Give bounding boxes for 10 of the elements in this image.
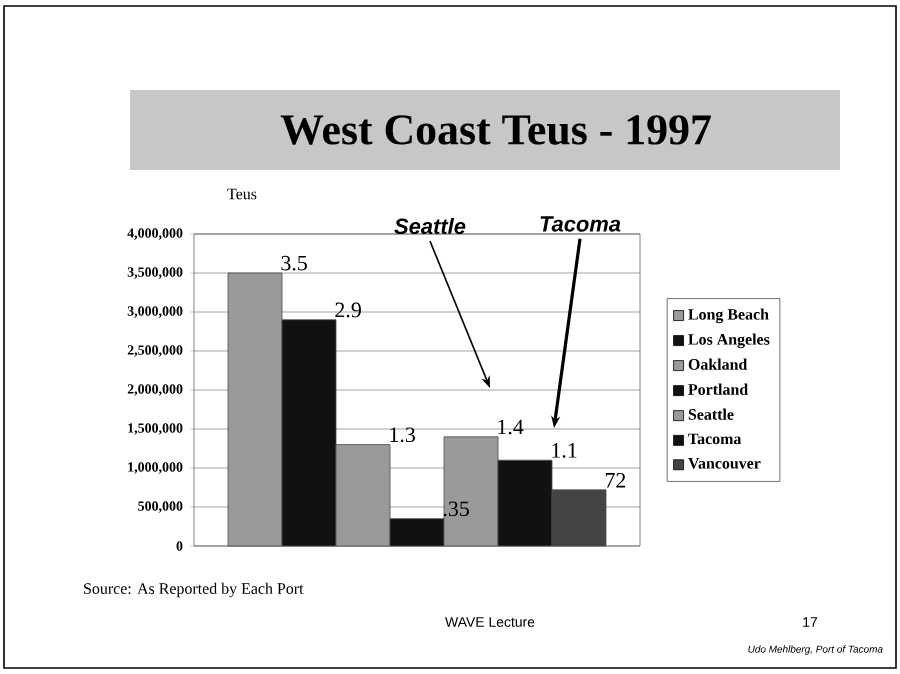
annotation: 72 [605, 472, 626, 488]
annotation: 2.9 [335, 302, 361, 318]
annotation: Seattle [394, 217, 466, 235]
annotation: .35 [443, 501, 469, 517]
chart-title: West Coast Teus - 1997 [280, 115, 711, 145]
annotation: 1.3 [390, 427, 415, 443]
annotation: 3.5 [281, 255, 307, 271]
text: Tacoma [540, 216, 621, 232]
annotation: 1.1 [552, 443, 577, 458]
annotation: 1.4 [498, 419, 524, 435]
